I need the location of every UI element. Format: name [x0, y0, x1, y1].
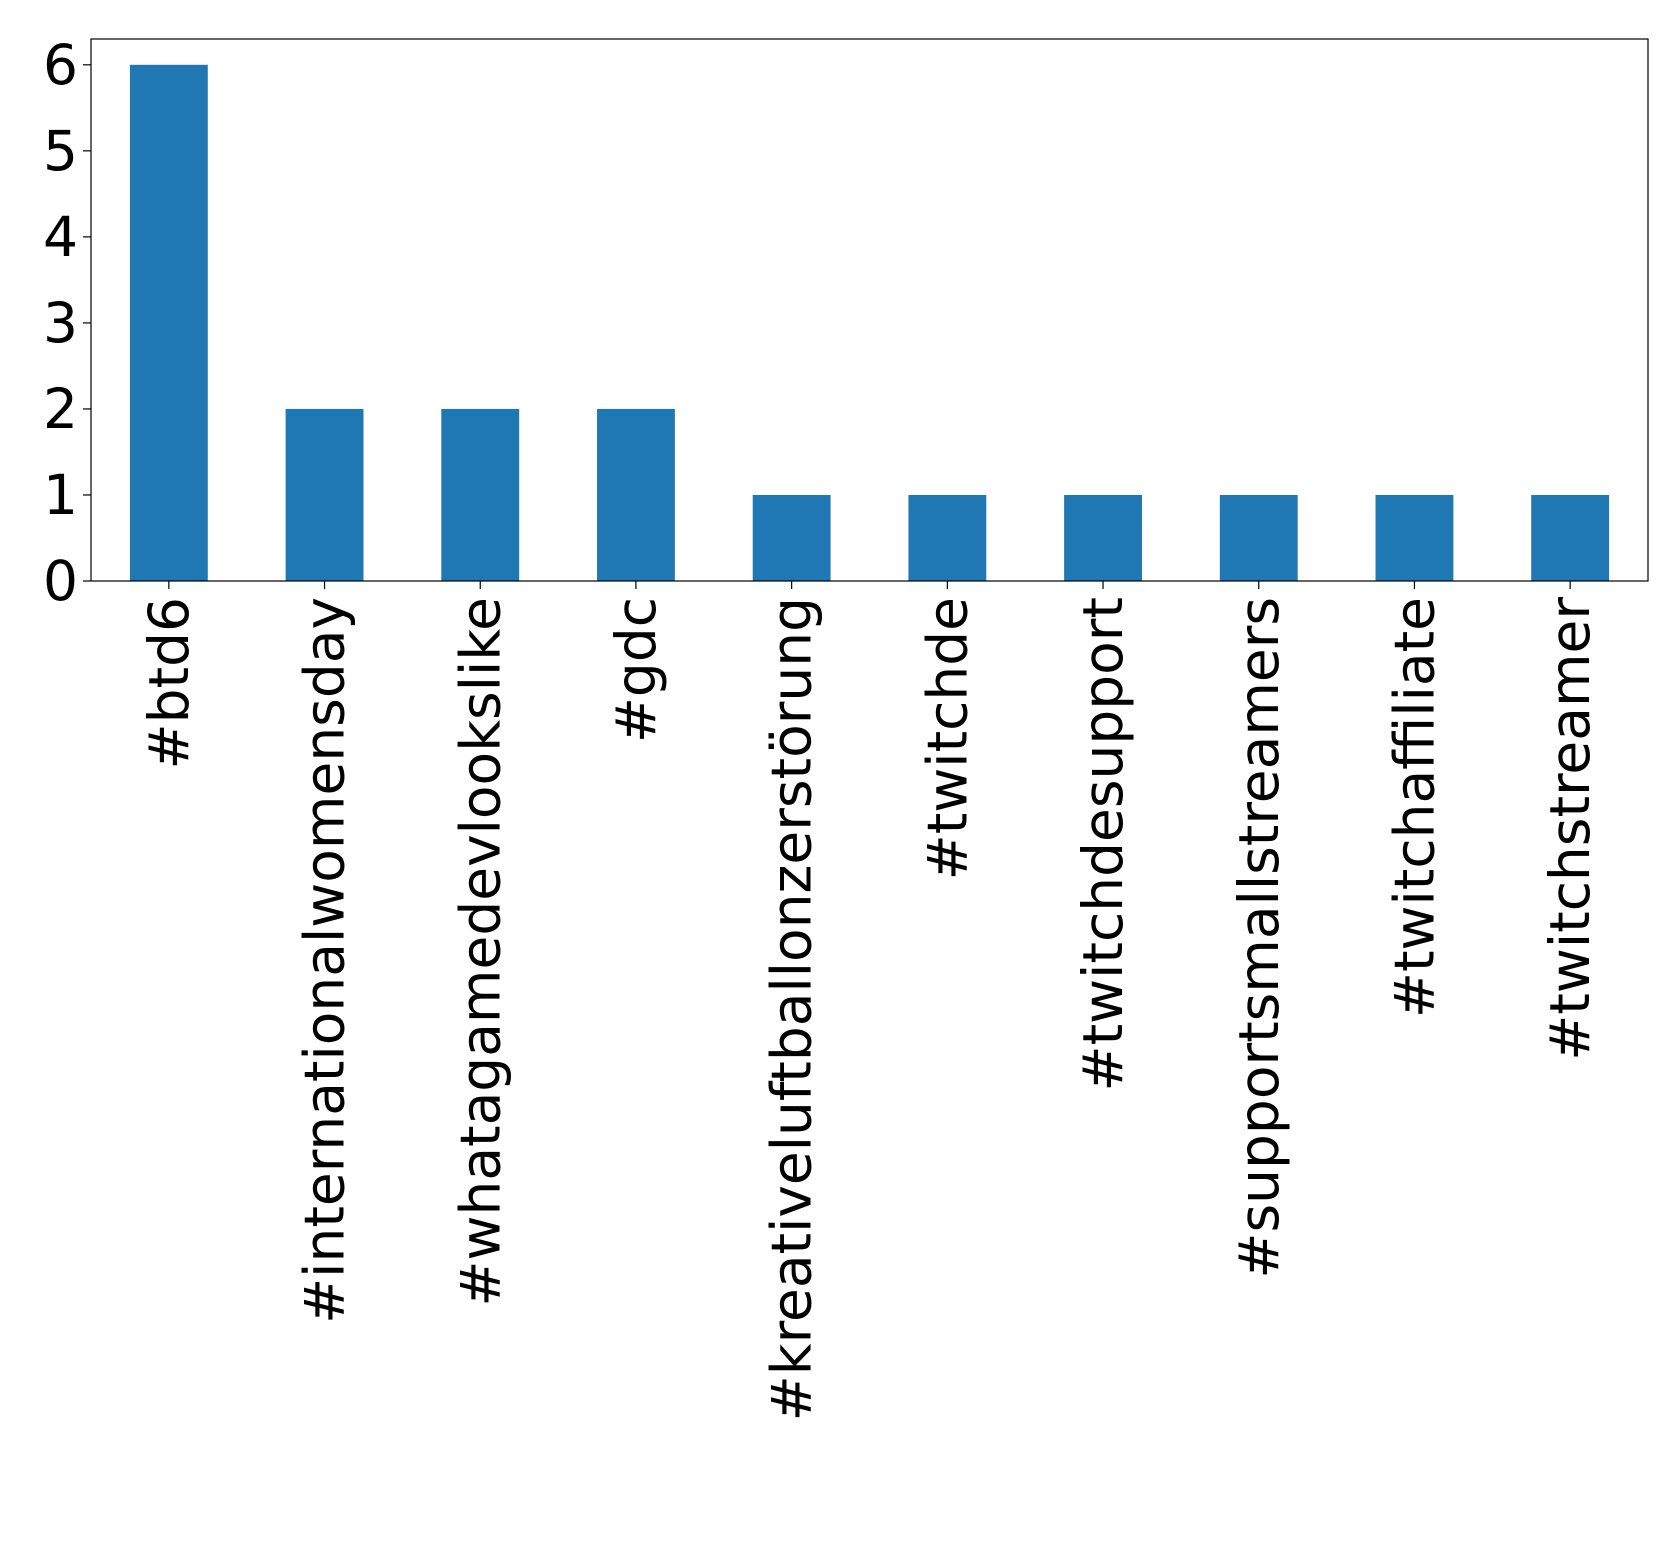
y-tick-label: 1: [43, 463, 78, 527]
x-tick-label: #twitchde: [915, 597, 979, 880]
bar: [752, 494, 831, 581]
plot-frame: [90, 38, 1649, 582]
y-tick-label: 6: [43, 33, 78, 97]
x-tick-label: #btd6: [137, 597, 201, 769]
bar: [1219, 494, 1298, 581]
x-axis: #btd6 #internationalwomensday #whatagamede…: [137, 581, 1602, 1421]
bar: [1531, 494, 1610, 581]
x-tick-label: #whatagamedevlookslike: [448, 597, 512, 1307]
y-tick-label: 0: [43, 549, 78, 613]
bar: [129, 64, 208, 582]
bar: [597, 408, 675, 581]
x-tick-label: #gdc: [604, 597, 668, 743]
bar: [908, 494, 987, 581]
y-tick-label: 5: [43, 119, 78, 183]
x-tick-label: #twitchaffiliate: [1382, 597, 1446, 1018]
bar: [285, 408, 364, 581]
bar: [1375, 494, 1454, 581]
y-tick-label: 3: [43, 291, 78, 355]
x-tick-label: #internationalwomensday: [293, 597, 357, 1324]
y-tick-label: 2: [43, 377, 78, 441]
y-tick-label: 4: [43, 205, 78, 269]
bars-layer: [129, 64, 1610, 582]
x-tick-label: #twitchdesupport: [1071, 597, 1135, 1092]
x-tick-label: #kreativeluftballonzerstörung: [760, 597, 824, 1421]
x-tick-label: #twitchstreamer: [1538, 597, 1602, 1061]
x-tick-label: #supportsmallstreamers: [1227, 597, 1291, 1279]
bar: [1064, 494, 1142, 581]
bar: [441, 408, 520, 581]
y-axis: 0 1 2 3 4 5 6: [43, 33, 91, 613]
